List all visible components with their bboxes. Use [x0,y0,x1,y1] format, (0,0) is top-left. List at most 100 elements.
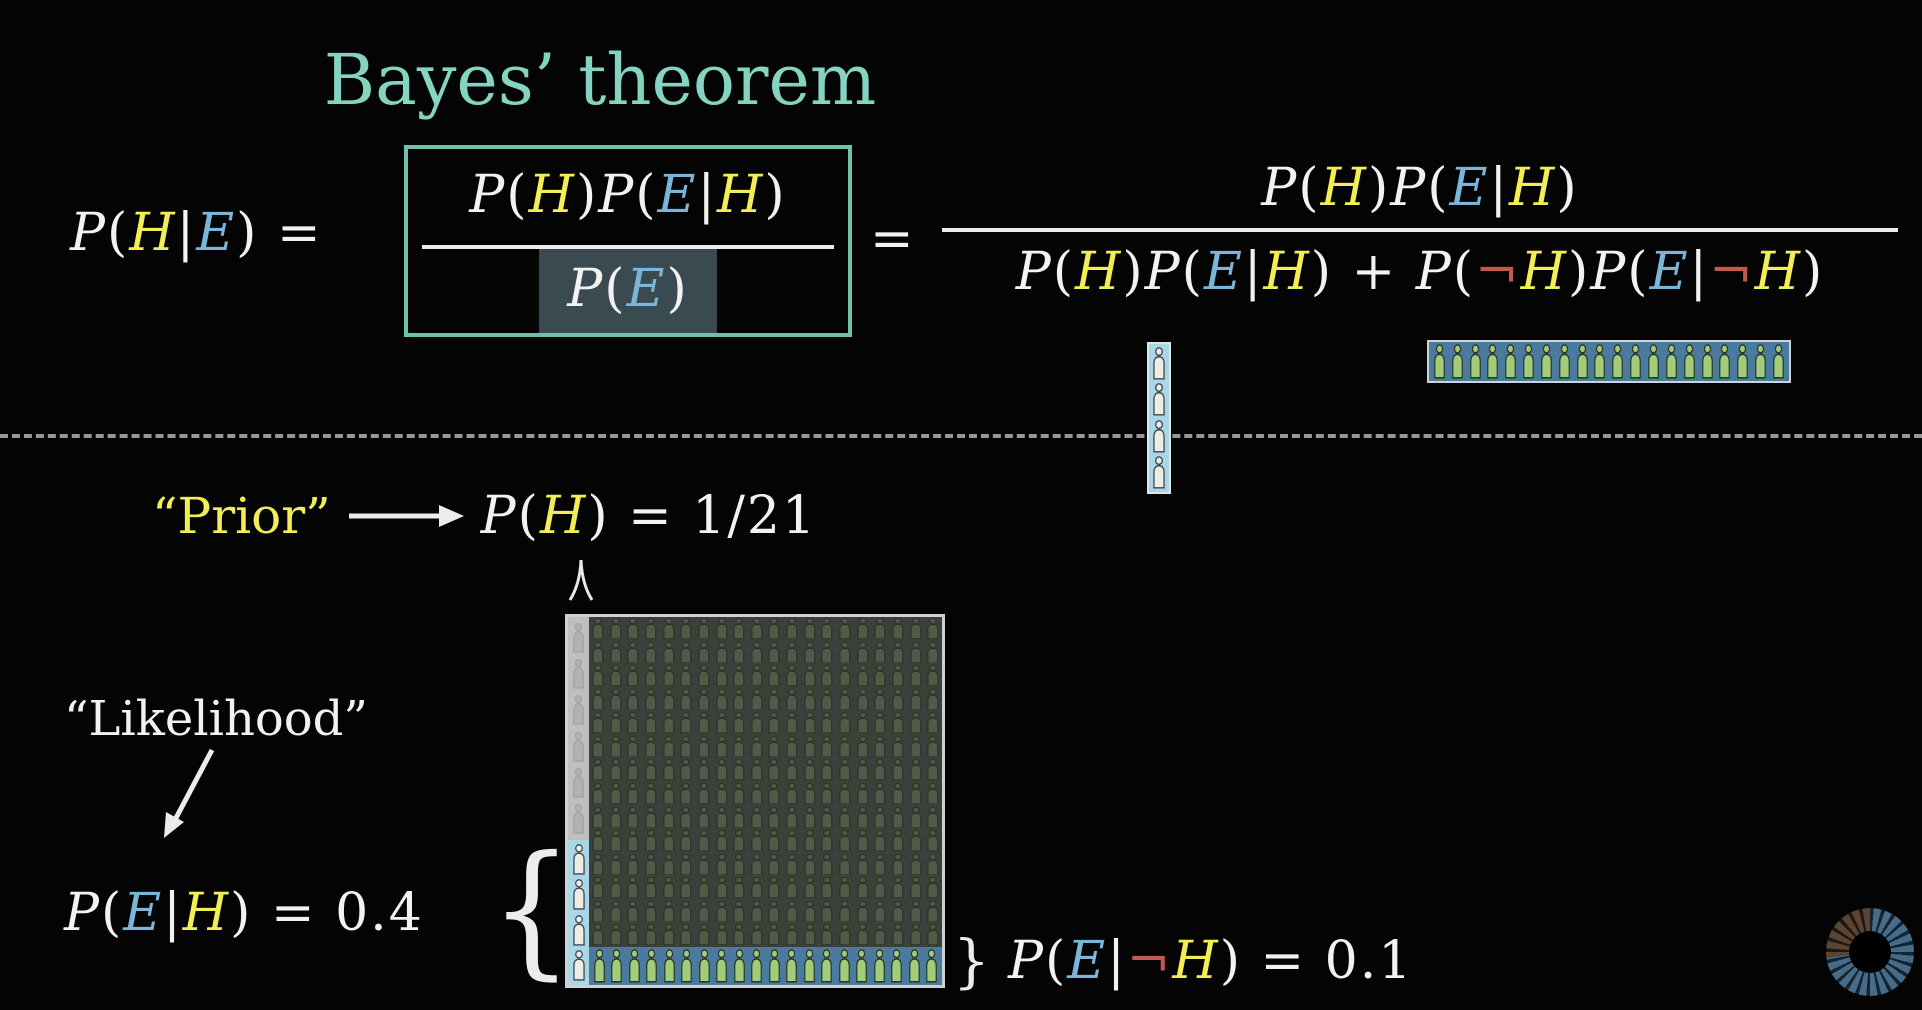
caret-up-icon [568,559,594,601]
person-icon [680,853,692,875]
person-icon [751,830,763,852]
person-icon [874,924,886,946]
person-icon [874,665,886,687]
bayes-theorem-box: P(H)P(E|H) P(E) [404,145,852,337]
person-icon [1737,344,1749,379]
person-icon [927,924,939,946]
person-icon [768,830,780,852]
person-icon [804,735,816,758]
person-icon [768,783,780,805]
hypothesis-column-gray-section [568,617,589,840]
person-icon [1469,344,1481,379]
person-icon [715,618,727,640]
person-icon [821,830,833,852]
person-icon [627,618,639,640]
expanded-numerator-formula: P(H)P(E|H) [1261,158,1579,218]
person-icon [892,924,904,946]
person-icon [662,877,674,899]
person-icon [909,759,922,781]
person-icon [698,688,710,710]
person-icon [592,759,604,781]
person-icon [627,735,639,758]
person-icon [909,712,922,734]
person-icon [909,735,922,758]
person-icon [892,806,904,828]
person-icon [698,924,710,946]
person-icon [892,830,904,852]
person-icon [874,735,886,758]
person-icon [909,853,922,875]
person-icon [768,900,780,923]
box-numerator-formula: P(H)P(E|H) [469,165,787,225]
person-icon [1541,344,1552,379]
person-icon [751,641,763,663]
person-icon [715,688,727,710]
person-icon [592,900,604,923]
person-icon [680,735,692,758]
person-icon [662,665,674,687]
person-icon [909,618,922,640]
person-icon [892,665,904,687]
person-icon [821,735,833,758]
person-icon [821,783,833,805]
person-icon [592,830,604,852]
person-icon [572,949,585,981]
fraction-bar [942,228,1898,232]
person-icon [733,688,745,710]
person-icon [927,712,939,734]
person-icon [715,877,727,899]
person-icon [698,830,710,852]
likelihood-formula: P(E|H) = 0.4 [64,883,424,943]
person-icon [874,806,886,828]
person-icon [1434,344,1445,379]
person-icon [821,853,833,875]
person-icon [662,783,674,805]
person-icon [698,759,710,781]
person-icon [715,759,727,781]
person-icon [927,735,939,758]
person-icon [892,618,904,640]
person-icon [733,712,745,734]
person-icon [1755,344,1766,379]
person-icon [909,877,922,899]
person-icon [909,783,922,805]
person-icon [609,735,622,758]
person-icon [803,949,815,983]
evidence-highlight: P(E) [539,249,717,333]
person-icon [733,759,745,781]
person-icon [1701,344,1713,379]
fraction-bar [422,245,834,249]
person-icon [927,783,939,805]
person-icon [873,949,885,983]
person-icon [821,924,833,946]
person-icon [751,924,763,946]
person-icon [874,712,886,734]
person-icon [733,949,745,983]
person-icon [839,924,851,946]
person-icon [1665,344,1677,379]
person-icon [786,712,798,734]
person-icon [733,641,745,663]
person-icon [874,618,886,640]
person-icon [609,783,622,805]
person-icon [573,767,584,798]
person-icon [909,641,922,663]
person-icon [593,949,605,983]
curly-brace-left: { [490,825,574,994]
hypothesis-column [568,617,589,985]
person-icon [927,665,939,687]
person-icon [909,688,922,710]
person-icon [857,853,869,875]
person-icon [786,924,798,946]
person-icon [733,877,745,899]
person-icon [768,618,780,640]
person-icon [839,641,851,663]
person-icon [751,806,763,828]
person-icon [592,735,604,758]
person-icon [751,665,763,687]
person-icon [909,924,922,946]
person-icon [751,759,763,781]
box-denominator: P(E) [408,249,848,333]
person-icon [627,665,639,687]
person-icon [857,783,869,805]
